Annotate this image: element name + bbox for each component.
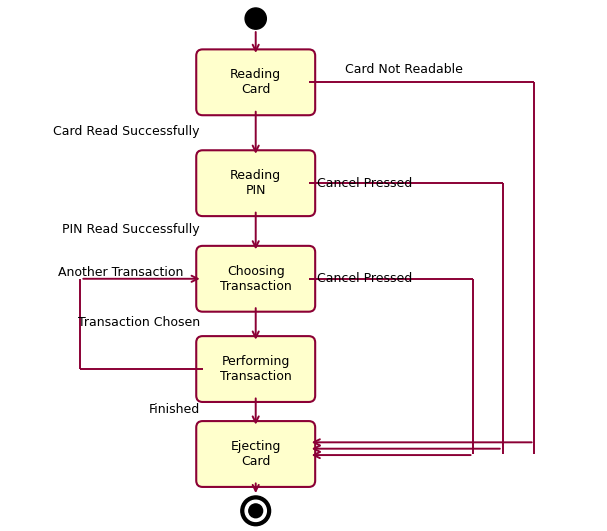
Circle shape xyxy=(241,496,271,526)
Text: Reading
PIN: Reading PIN xyxy=(230,169,281,197)
FancyBboxPatch shape xyxy=(196,336,315,402)
Text: Cancel Pressed: Cancel Pressed xyxy=(317,272,412,285)
Text: Performing
Transaction: Performing Transaction xyxy=(220,355,291,383)
FancyBboxPatch shape xyxy=(196,49,315,115)
FancyBboxPatch shape xyxy=(196,246,315,312)
Text: Transaction Chosen: Transaction Chosen xyxy=(78,316,200,329)
Text: Choosing
Transaction: Choosing Transaction xyxy=(220,265,291,293)
Text: Cancel Pressed: Cancel Pressed xyxy=(317,177,412,190)
Text: Card Read Successfully: Card Read Successfully xyxy=(53,125,200,138)
Text: PIN Read Successfully: PIN Read Successfully xyxy=(63,223,200,236)
Circle shape xyxy=(245,500,266,521)
FancyBboxPatch shape xyxy=(196,150,315,216)
Text: Another Transaction: Another Transaction xyxy=(58,266,183,279)
FancyBboxPatch shape xyxy=(196,421,315,487)
Circle shape xyxy=(245,8,266,29)
Text: Ejecting
Card: Ejecting Card xyxy=(231,440,281,468)
Text: Finished: Finished xyxy=(149,404,200,416)
Text: Card Not Readable: Card Not Readable xyxy=(345,63,463,75)
Circle shape xyxy=(249,504,263,518)
Text: Reading
Card: Reading Card xyxy=(230,68,281,96)
